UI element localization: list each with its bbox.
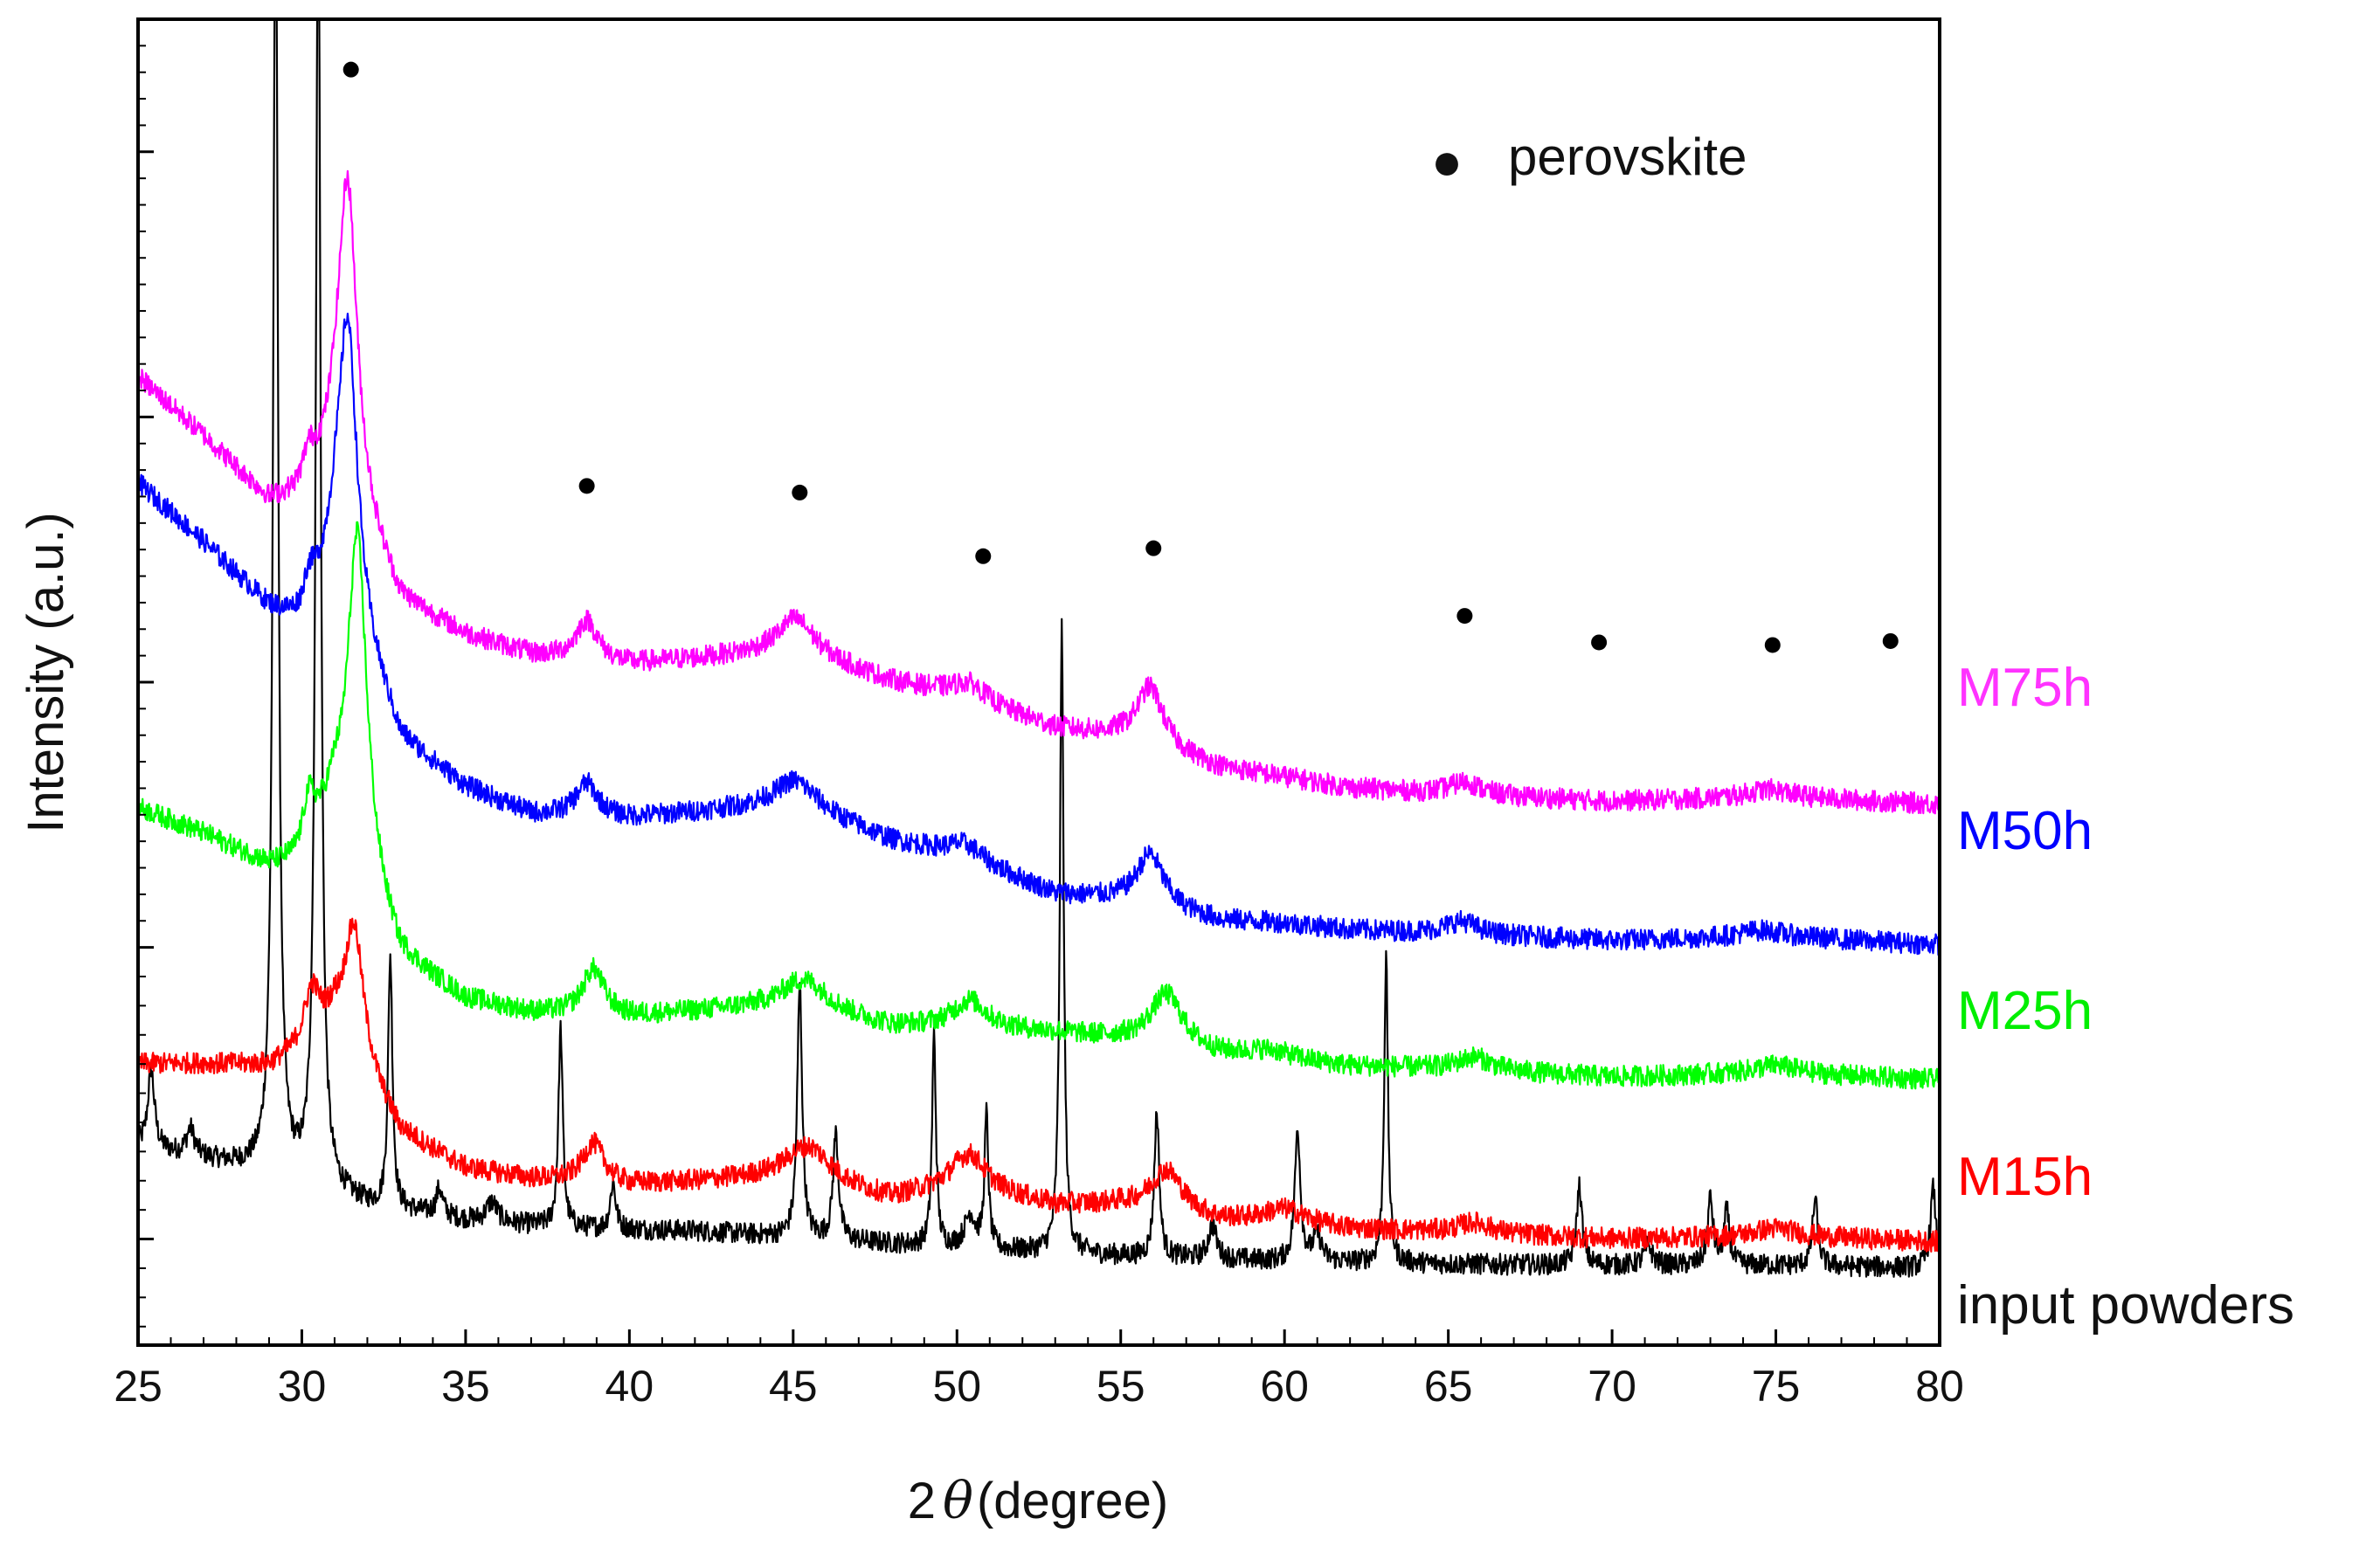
perovskite-marker-2 (578, 478, 595, 494)
x-axis-label-prefix: 2 (908, 1473, 936, 1529)
x-tick-label-75: 75 (1752, 1362, 1801, 1411)
legend-label-perovskite: perovskite (1508, 128, 1747, 186)
x-tick-label-60: 60 (1260, 1362, 1309, 1411)
series-label-m25h: M25h (1957, 981, 2093, 1041)
perovskite-marker-6 (1456, 608, 1473, 625)
x-axis-ticks: 25 30 35 40 45 50 55 60 65 70 75 80 (114, 1329, 1964, 1411)
x-tick-label-50: 50 (932, 1362, 981, 1411)
x-axis-label-suffix: (degree) (977, 1473, 1168, 1529)
series-label-m50h: M50h (1957, 801, 2093, 861)
perovskite-marker-1 (342, 61, 359, 78)
x-tick-label-80: 80 (1915, 1362, 1964, 1411)
x-tick-label-35: 35 (441, 1362, 490, 1411)
x-axis-label-theta: θ (943, 1471, 973, 1530)
perovskite-marker-3 (792, 484, 808, 500)
series-line-m50h (138, 313, 1940, 956)
x-tick-label-65: 65 (1424, 1362, 1473, 1411)
series-labels: M75h M50h M25h M15h input powders (1957, 658, 2294, 1336)
series-line-m75h (138, 169, 1940, 815)
perovskite-marker-layer (342, 61, 1899, 653)
perovskite-marker-5 (1145, 540, 1162, 556)
series-line-input-powders (138, 19, 1940, 1278)
x-axis-label: 2 θ(degree) (908, 1471, 1168, 1530)
perovskite-marker-9 (1882, 632, 1899, 649)
series-line-m25h (138, 521, 1940, 1090)
x-tick-label-25: 25 (114, 1362, 163, 1411)
y-axis-ticks (138, 45, 154, 1328)
perovskite-marker-8 (1764, 637, 1781, 653)
series-label-m75h: M75h (1957, 658, 2093, 718)
x-tick-label-30: 30 (278, 1362, 327, 1411)
x-tick-label-45: 45 (769, 1362, 818, 1411)
y-axis-label: Intensity (a.u.) (17, 512, 74, 832)
legend: ● perovskite (1431, 128, 1747, 190)
perovskite-marker-7 (1591, 634, 1608, 651)
plot-frame (136, 17, 1941, 1347)
series-label-m15h: M15h (1957, 1147, 2093, 1207)
series-layer (138, 19, 1940, 1278)
perovskite-marker-4 (975, 548, 992, 564)
x-tick-label-70: 70 (1588, 1362, 1636, 1411)
legend-marker: ● (1431, 132, 1463, 190)
x-tick-label-55: 55 (1097, 1362, 1145, 1411)
series-label-input-powders: input powders (1957, 1275, 2294, 1336)
series-line-m15h (138, 917, 1940, 1253)
x-tick-label-40: 40 (605, 1362, 654, 1411)
